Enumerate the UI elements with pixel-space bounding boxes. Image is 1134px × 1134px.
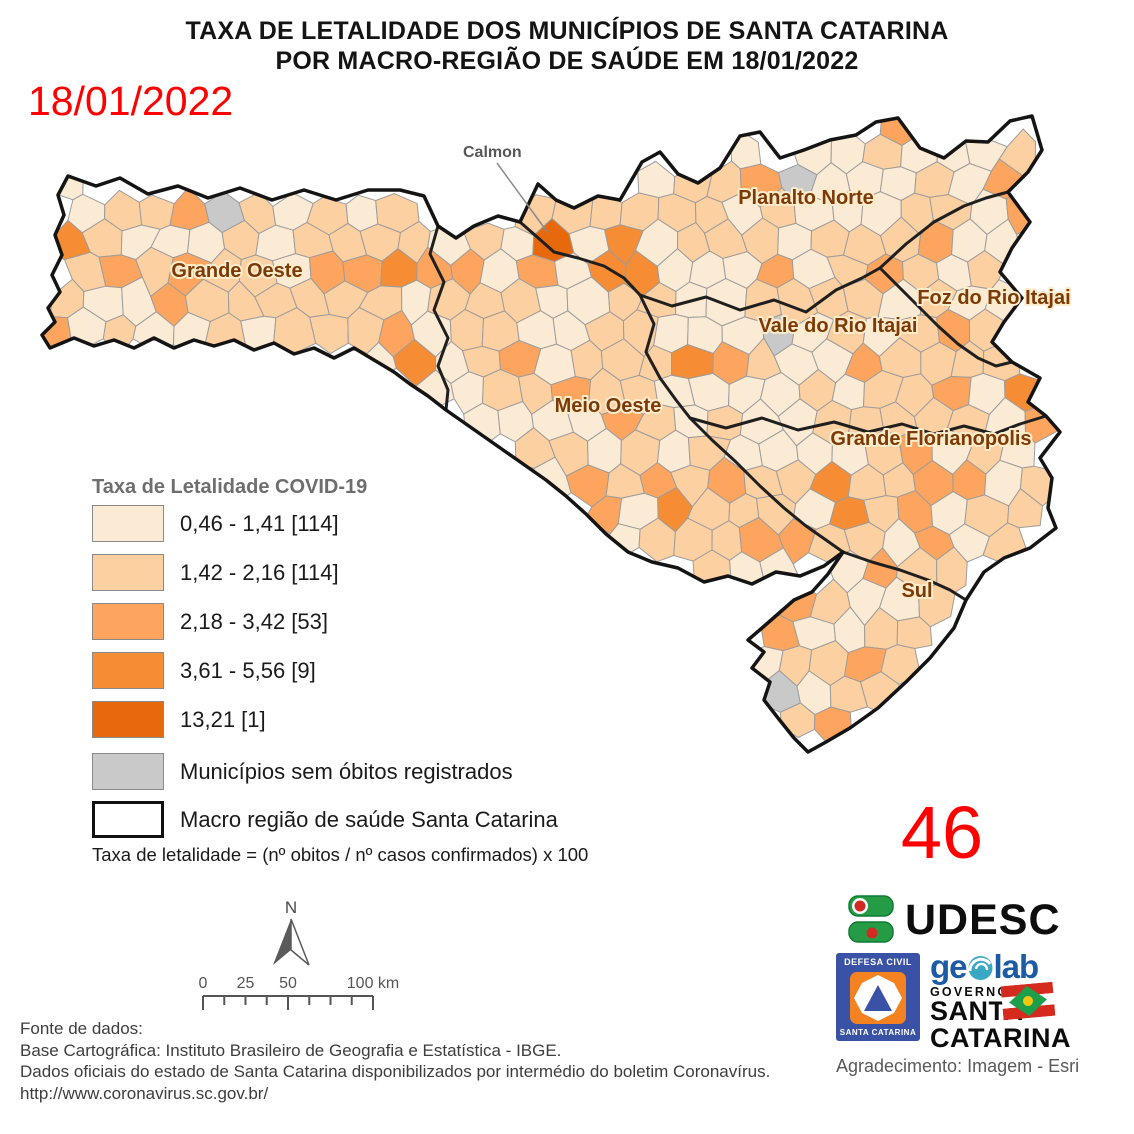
defesa-civil-bottom-text: SANTA CATARINA (839, 1028, 917, 1037)
region-label: Grande Oeste (171, 260, 302, 282)
region-label: Meio Oeste (555, 395, 662, 417)
udesc-logo-text: UDESC (905, 895, 1061, 944)
north-arrow-left-half (273, 919, 291, 965)
scale-bar-label: 25 (237, 975, 255, 992)
defesa-civil-top-text: DEFESA CIVIL (844, 957, 912, 967)
data-source-line: http://www.coronavirus.sc.gov.br/ (20, 1083, 269, 1103)
santa-catarina-flag (1000, 981, 1056, 1021)
macro-region-border (638, 293, 845, 554)
geolab-swirl-icon (968, 955, 993, 980)
legend-swatch (92, 603, 164, 640)
macro-region-border (422, 194, 450, 412)
legend-swatch (92, 652, 164, 689)
macro-region-border (841, 550, 968, 602)
data-source-line: Base Cartográfica: Instituto Brasileiro … (20, 1040, 562, 1060)
region-label: Sul (901, 580, 932, 602)
macro-region-border (638, 266, 882, 314)
municipality-cell (589, 196, 623, 231)
page-title: TAXA DE LETALIDADE DOS MUNICÍPIOS DE SAN… (0, 16, 1134, 76)
macro-region-border (878, 266, 1014, 368)
legend-swatch (92, 505, 164, 542)
annotation-label: Calmon (463, 144, 522, 161)
legend-label: Macro região de saúde Santa Catarina (180, 807, 558, 832)
legend-swatch (92, 753, 164, 790)
udesc-logo: UDESC (843, 894, 1061, 946)
lethality-formula: Taxa de letalidade = (nº obitos / nº cas… (92, 844, 589, 865)
annotation-leader-line (496, 162, 549, 234)
governo-catarina-text: CATARINA (930, 1023, 1071, 1053)
data-source-line: Fonte de dados: (20, 1019, 143, 1038)
page-title-line2: POR MACRO-REGIÃO DE SAÚDE EM 18/01/2022 (275, 47, 859, 75)
macro-region-border (688, 414, 1048, 436)
legend-swatch (92, 801, 164, 838)
municipality-cell (138, 194, 175, 230)
municipality-cell (637, 160, 676, 199)
north-arrow: N (273, 898, 310, 966)
frame-counter: 46 (900, 791, 984, 874)
region-label: Vale do Rio Itajai (759, 315, 918, 337)
north-arrow-right-half (290, 918, 310, 966)
data-source-text: Fonte de dados: Base Cartográfica: Instit… (20, 1018, 770, 1104)
legend-label: Municípios sem óbitos registrados (180, 759, 513, 784)
defesa-civil-icon (850, 971, 906, 1024)
legend-swatch (92, 701, 164, 738)
geolab-logo: ge lab (930, 948, 1040, 986)
macro-region-border (878, 190, 1010, 270)
legend-label: 2,18 - 3,42 [53] (180, 609, 328, 634)
legend-label: 0,46 - 1,41 [114] (180, 511, 339, 536)
scale-bar: 0 25 50 100 km (199, 975, 399, 1010)
scale-bar-label: 50 (279, 975, 297, 992)
date-label: 18/01/2022 (28, 78, 234, 124)
legend-title: Taxa de Letalidade COVID-19 (92, 476, 368, 498)
page-title-line1: TAXA DE LETALIDADE DOS MUNICÍPIOS DE SAN… (185, 17, 949, 45)
region-label: Foz do Rio Itajai (917, 287, 1070, 309)
macro-region-border (518, 220, 642, 297)
scale-bar-label: 0 (199, 975, 208, 992)
state-outline (40, 114, 1062, 754)
legend-label: 3,61 - 5,56 [9] (180, 658, 316, 683)
municipality-mosaic (42, 116, 1058, 746)
region-label: Planalto Norte (738, 187, 874, 209)
scale-bar-label: 100 km (347, 975, 399, 992)
geolab-text-lab: lab (993, 948, 1040, 985)
legend-label: 1,42 - 2,16 [114] (180, 560, 339, 585)
data-source-line: Dados oficiais do estado de Santa Catari… (20, 1062, 771, 1081)
region-label: Grande Florianopolis (830, 428, 1031, 450)
geolab-text-ge: ge (930, 948, 968, 985)
defesa-civil-logo: DEFESA CIVIL SANTA CATARINA (836, 953, 920, 1041)
udesc-logo-icon (848, 895, 894, 943)
legend-swatch (92, 554, 164, 591)
legend-label: 13,21 [1] (180, 707, 266, 732)
north-arrow-label: N (285, 898, 297, 917)
acknowledgement-text: Agradecimento: Imagem - Esri (836, 1056, 1080, 1076)
